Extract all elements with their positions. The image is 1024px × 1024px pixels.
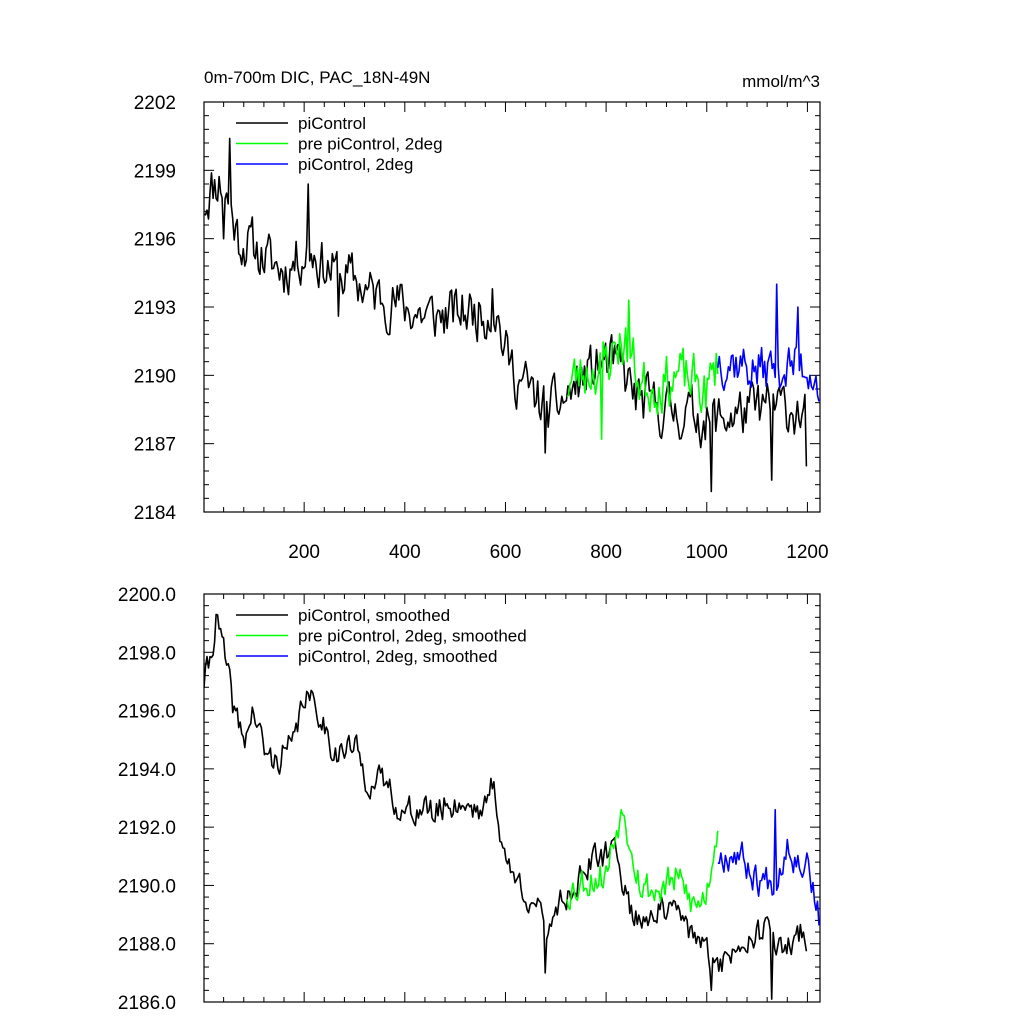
y-tick-label: 2188.0 (118, 935, 176, 956)
legend-label: pre piControl, 2deg, smoothed (298, 627, 527, 646)
y-tick-label: 2190 (134, 366, 176, 387)
series-group (204, 613, 820, 1000)
series-line-picontrol (204, 137, 808, 493)
chart-title: 0m-700m DIC, PAC_18N-49N (204, 68, 430, 87)
series-line-pre-picontrol-2deg-smoothed (566, 808, 719, 913)
y-tick-label: 2184 (134, 503, 177, 524)
y-tick-label: 2186.0 (118, 993, 176, 1014)
plot-frame (203, 593, 821, 1003)
series-line-picontrol-2deg (717, 283, 820, 402)
x-tick-label: 1000 (686, 542, 728, 563)
legend-label: piControl, smoothed (298, 606, 450, 625)
y-tick-label: 2192.0 (118, 818, 176, 839)
y-tick-label: 2198.0 (118, 643, 176, 664)
plot-frame (203, 101, 821, 513)
y-tick-label: 2200.0 (118, 585, 176, 606)
y-tick-label: 2193 (134, 298, 176, 319)
y-tick-label: 2196 (134, 230, 176, 251)
legend-label: piControl, 2deg (298, 155, 413, 174)
y-tick-label: 2202 (134, 93, 176, 114)
legend-label: pre piControl, 2deg (298, 135, 443, 154)
x-tick-label: 400 (389, 542, 421, 563)
smoothed-panel: 2186.0 2188.0 2190.0 2192.0 2194.0 2196.0 2198… (118, 585, 821, 1014)
series-line-pre-picontrol-2deg (566, 299, 719, 440)
y-tick-label: 2196.0 (118, 702, 176, 723)
y-tick-label: 2190.0 (118, 876, 176, 897)
x-tick-label: 1200 (786, 542, 828, 563)
y-tick-label: 2199 (134, 161, 176, 182)
legend-label: piControl (298, 114, 366, 133)
y-tick-label: 2194.0 (118, 760, 176, 781)
series-line-picontrol-2deg-smoothed (717, 808, 820, 926)
units-label: mmol/m^3 (742, 72, 820, 91)
raw-panel: 2184 2187 2190 2193 2196 2199 2202 200 400 600 800… (134, 93, 829, 563)
series-line-picontrol-smoothed (204, 613, 808, 1000)
series-group (204, 137, 820, 493)
x-tick-label: 200 (288, 542, 320, 563)
legend-label: piControl, 2deg, smoothed (298, 647, 497, 666)
x-tick-label: 600 (490, 542, 522, 563)
x-tick-label: 800 (590, 542, 622, 563)
y-tick-label: 2187 (134, 435, 176, 456)
